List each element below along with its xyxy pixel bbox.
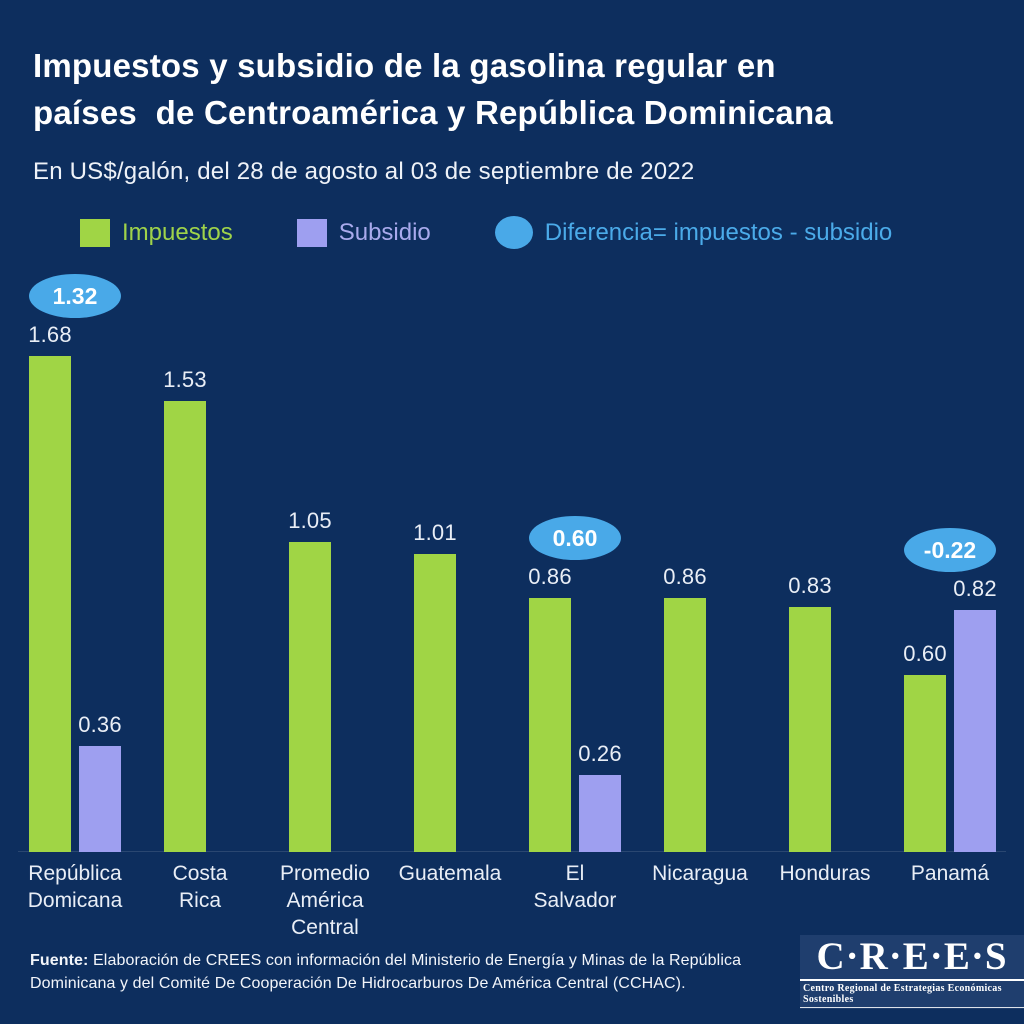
crees-logo-name: C·R·E·E·S <box>816 934 1008 978</box>
subsidio-bar <box>579 775 621 852</box>
category-label: Costa Rica <box>172 862 228 912</box>
legend-label-impuestos: Impuestos <box>122 218 233 246</box>
crees-logo: C·R·E·E·S Centro Regional de Estrategias… <box>800 935 1024 1009</box>
bar-value-label: 0.60 <box>903 641 947 666</box>
page-title: Impuestos y subsidio de la gasolina regu… <box>33 42 833 136</box>
source-text: Elaboración de CREES con información del… <box>30 952 742 992</box>
impuestos-swatch-icon <box>80 218 110 247</box>
impuestos-bar <box>414 554 456 852</box>
legend-label-subsidio: Subsidio <box>338 218 431 246</box>
source-note: Fuente: Elaboración de CREES con informa… <box>30 950 760 995</box>
impuestos-bar <box>29 356 71 852</box>
bar-value-label: 1.53 <box>163 367 207 392</box>
crees-logo-tagline: Centro Regional de Estrategias Económica… <box>800 978 1024 1008</box>
category-label: Promedio América Central <box>280 862 370 939</box>
source-label: Fuente: <box>30 952 89 969</box>
impuestos-bar <box>789 607 831 852</box>
subsidio-bar <box>954 610 996 852</box>
bar-value-label: 0.86 <box>528 564 572 589</box>
bar-value-label: 1.68 <box>28 322 72 347</box>
x-axis-line <box>18 851 1006 852</box>
bar-value-label: 0.83 <box>788 573 832 598</box>
chart-subtitle: En US$/galón, del 28 de agosto al 03 de … <box>33 158 695 185</box>
bar-value-label: 1.05 <box>288 508 332 533</box>
category-label: Guatemala <box>398 862 502 885</box>
category-label: Panamá <box>910 862 990 885</box>
difference-badge: 0.60 <box>529 516 621 560</box>
subsidio-swatch-icon <box>296 218 327 247</box>
bar-value-label: 0.36 <box>78 712 122 737</box>
impuestos-bar <box>164 401 206 852</box>
category-label: Honduras <box>779 862 871 885</box>
bar-value-label: 1.01 <box>413 520 457 545</box>
legend-label-diferencia: Diferencia= impuestos - subsidio <box>544 218 893 246</box>
legend-item-diferencia: Diferencia= impuestos - subsidio <box>494 216 893 249</box>
legend-item-impuestos: Impuestos <box>80 218 233 247</box>
difference-badge: -0.22 <box>904 528 996 572</box>
bar-value-label: 0.86 <box>663 564 707 589</box>
title-line-1: Impuestos y subsidio de la gasolina regu… <box>33 47 776 84</box>
bar-value-label: 0.26 <box>578 741 622 766</box>
difference-badge: 1.32 <box>29 274 121 318</box>
category-label: Nicaragua <box>652 862 748 885</box>
category-label: El Salvador <box>533 862 617 912</box>
subsidio-bar <box>79 746 121 852</box>
impuestos-bar <box>664 598 706 852</box>
diferencia-ellipse-icon <box>494 216 533 249</box>
impuestos-bar <box>529 598 571 852</box>
bar-value-label: 0.82 <box>953 576 997 601</box>
impuestos-bar <box>904 675 946 852</box>
legend-item-subsidio: Subsidio <box>296 218 431 247</box>
impuestos-bar <box>289 542 331 852</box>
title-line-2: países de Centroamérica y República Domi… <box>33 94 833 131</box>
chart-legend: Impuestos Subsidio Diferencia= impuestos… <box>80 216 892 249</box>
category-label: República Domicana <box>27 862 123 912</box>
